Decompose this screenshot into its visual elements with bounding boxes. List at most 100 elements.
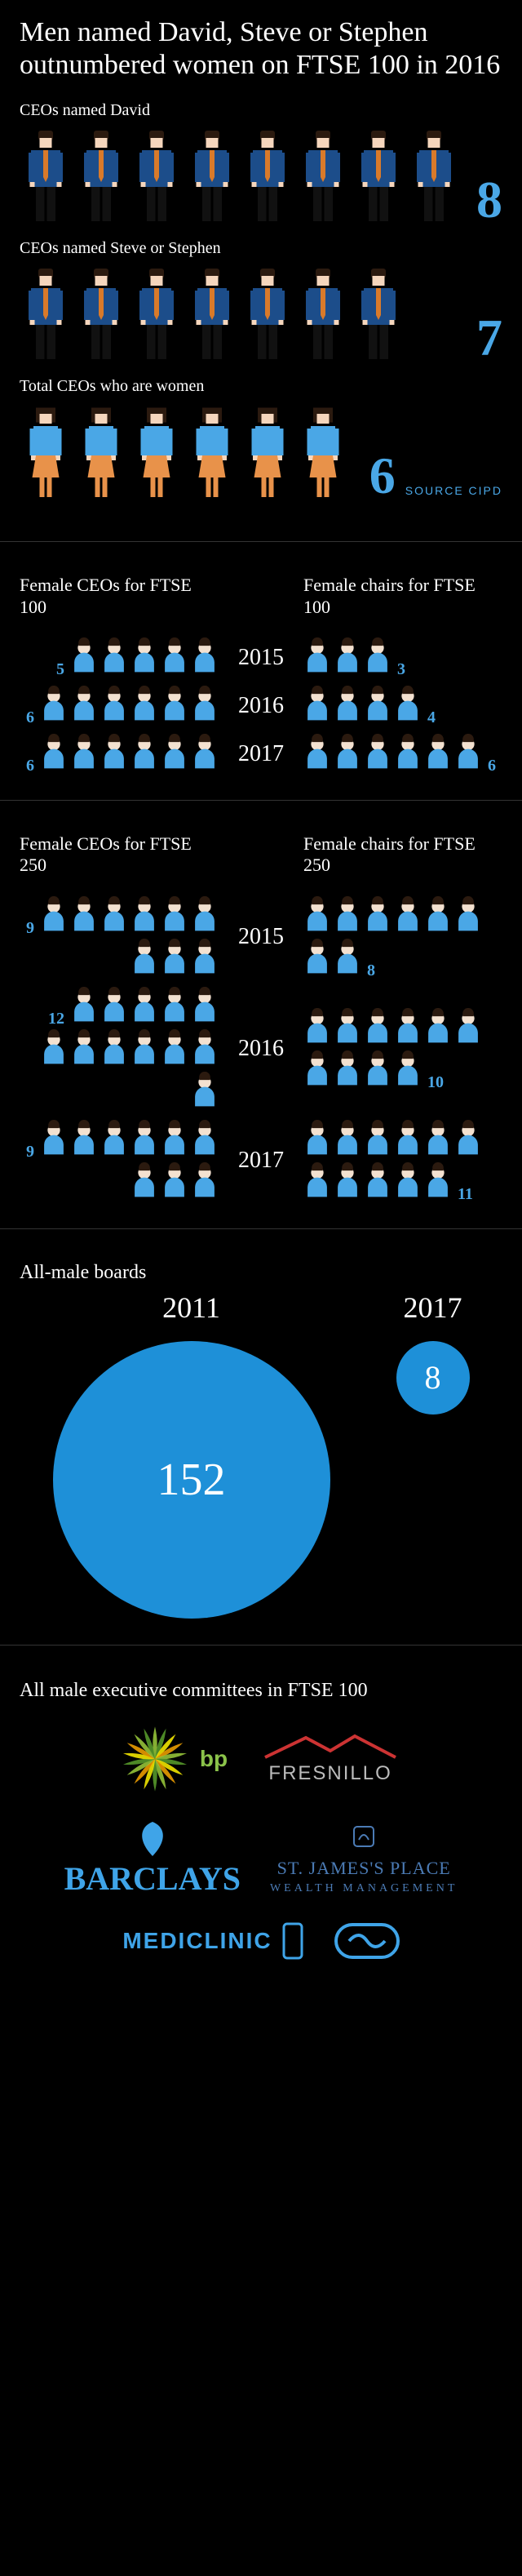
man-icon — [20, 128, 72, 226]
bust-icon — [334, 939, 361, 975]
column-title-left: Female CEOs for FTSE 250 — [20, 833, 219, 877]
extra-logo-icon — [334, 1923, 400, 1959]
column-title-right: Female chairs for FTSE 100 — [303, 575, 502, 618]
man-icon — [352, 266, 405, 364]
woman-icon — [130, 404, 183, 502]
pictogram-cell: 9 — [20, 1120, 219, 1202]
bust-icon — [303, 734, 331, 770]
bust-icon — [130, 686, 158, 722]
man-icon — [186, 266, 238, 364]
divider — [0, 1228, 522, 1229]
bust-icon — [334, 734, 361, 770]
man-icon — [297, 128, 349, 226]
man-icon — [352, 128, 405, 226]
bust-icon — [100, 734, 128, 770]
woman-icon — [75, 404, 127, 502]
bust-icon — [130, 637, 158, 673]
pictogram-cell: 4 — [303, 686, 502, 726]
bubble-year: 2017 — [404, 1290, 462, 1325]
barclays-eagle-icon — [132, 1819, 173, 1859]
pictogram-cell: 6 — [303, 734, 502, 774]
logos-section: All male executive committees in FTSE 10… — [0, 1662, 522, 1978]
cell-count: 6 — [23, 709, 38, 726]
bust-icon — [40, 686, 68, 722]
sjp-crest-icon — [347, 1820, 380, 1853]
bust-icon — [40, 1120, 68, 1156]
bust-icon — [334, 1008, 361, 1044]
ftse250-section: Female CEOs for FTSE 250 Female chairs fo… — [0, 817, 522, 1219]
bust-icon — [303, 896, 331, 932]
man-icon — [186, 266, 238, 364]
intro-group: CEOs named Steve or Stephen — [20, 239, 502, 364]
man-icon — [408, 128, 460, 226]
bust-icon — [161, 939, 188, 975]
logo-fresnillo: FRESNILLO — [268, 1762, 392, 1785]
man-icon — [297, 266, 349, 364]
man-icon — [241, 128, 294, 226]
bust-icon — [394, 1008, 422, 1044]
pictogram-cell: 8 — [303, 896, 502, 979]
divider — [0, 1645, 522, 1646]
bust-icon — [40, 896, 68, 932]
bust-icon — [70, 1120, 98, 1156]
woman-icon — [297, 404, 349, 502]
pictogram-cell: 6 — [20, 734, 219, 774]
bust-icon — [161, 1120, 188, 1156]
bubble-circle: 152 — [53, 1341, 330, 1619]
pictogram-cell: 3 — [303, 637, 502, 677]
pictogram-cell: 12 — [20, 987, 219, 1112]
bust-icon — [303, 939, 331, 975]
man-icon — [75, 266, 127, 364]
cell-count: 12 — [45, 1010, 68, 1027]
bust-icon — [100, 686, 128, 722]
bust-icon — [364, 734, 392, 770]
bust-icon — [424, 734, 452, 770]
year-label: 2016 — [228, 693, 294, 719]
bust-icon — [454, 1008, 482, 1044]
bust-icon — [191, 686, 219, 722]
bust-icon — [100, 637, 128, 673]
year-label: 2015 — [228, 645, 294, 671]
man-icon — [408, 128, 460, 226]
divider — [0, 800, 522, 801]
bust-icon — [334, 1050, 361, 1086]
bust-icon — [364, 896, 392, 932]
bust-icon — [100, 987, 128, 1023]
bust-icon — [70, 637, 98, 673]
column-title-right: Female chairs for FTSE 250 — [303, 833, 502, 877]
source-label: SOURCE CIPD — [405, 484, 502, 502]
man-icon — [20, 266, 72, 364]
logo-sjp-line1: ST. JAMES'S PLACE — [270, 1858, 458, 1879]
man-icon — [352, 266, 405, 364]
woman-icon — [20, 404, 72, 502]
bust-icon — [364, 1162, 392, 1198]
bust-icon — [303, 686, 331, 722]
bust-icon — [191, 1029, 219, 1065]
woman-icon — [186, 404, 238, 502]
bust-icon — [394, 1120, 422, 1156]
bust-icon — [334, 686, 361, 722]
cell-count: 6 — [23, 757, 38, 774]
intro-group-label: CEOs named Steve or Stephen — [20, 239, 502, 258]
bust-icon — [161, 1162, 188, 1198]
bust-icon — [100, 1029, 128, 1065]
woman-icon — [241, 404, 294, 502]
bust-icon — [100, 896, 128, 932]
intro-count: 8 — [476, 174, 502, 226]
intro-group: Total CEOs who are women — [20, 377, 502, 502]
bust-icon — [100, 1120, 128, 1156]
cell-count: 10 — [424, 1074, 447, 1090]
logo-area: bp FRESNILLO BARCLAYS ST. JAMES'S PL — [20, 1722, 502, 1961]
intro-group-label: CEOs named David — [20, 101, 502, 120]
cell-count: 4 — [424, 709, 439, 726]
man-icon — [20, 266, 72, 364]
bust-icon — [394, 1162, 422, 1198]
logos-title: All male executive committees in FTSE 10… — [20, 1678, 502, 1703]
bust-icon — [191, 637, 219, 673]
bust-icon — [424, 896, 452, 932]
man-icon — [75, 128, 127, 226]
bust-icon — [424, 1162, 452, 1198]
man-icon — [241, 128, 294, 226]
bust-icon — [303, 1162, 331, 1198]
man-icon — [130, 128, 183, 226]
